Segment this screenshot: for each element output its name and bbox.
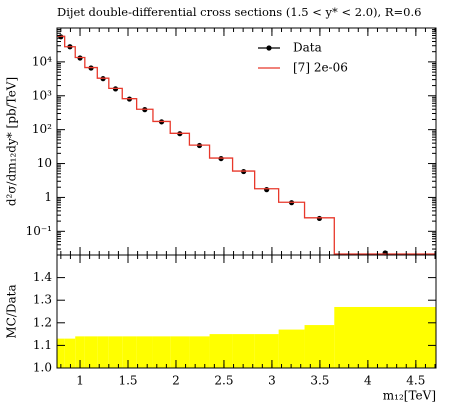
ratio-band	[189, 336, 210, 368]
ratio-band	[254, 334, 279, 368]
frame	[56, 254, 437, 369]
ratio-band	[152, 336, 171, 368]
ratio-band	[75, 336, 85, 368]
y-tick-label: 1.1	[33, 338, 52, 352]
y-tick-label: 10³	[32, 88, 52, 102]
ratio-band	[122, 336, 137, 368]
ratio-band	[232, 334, 255, 368]
y-tick-label: 10⁴	[32, 54, 52, 68]
y-tick-label: 10²	[32, 122, 52, 136]
ratio-band	[170, 336, 190, 368]
y-axis-label: MC/Data	[5, 284, 19, 338]
y-tick-label: 10	[37, 156, 52, 170]
x-tick-label: 4	[364, 374, 372, 388]
x-tick-label: 2.5	[214, 374, 233, 388]
x-tick-label: 1	[76, 374, 84, 388]
x-tick-label: 3.5	[310, 374, 329, 388]
y-tick-label: 10⁻¹	[26, 224, 52, 238]
ratio-band	[278, 329, 305, 368]
mc-line	[57, 35, 436, 255]
y-tick-label: 1	[44, 190, 52, 204]
ratio-band	[334, 306, 436, 368]
y-tick-label: 1.2	[33, 315, 52, 329]
legend-label: [7] 2e-06	[293, 61, 348, 75]
ratio-band	[136, 336, 153, 368]
legend-label: Data	[293, 41, 322, 55]
x-tick-label: 2	[172, 374, 180, 388]
legend-marker	[266, 45, 272, 51]
ratio-band	[64, 338, 76, 368]
ratio-band	[84, 336, 98, 368]
ratio-band	[209, 334, 233, 368]
y-tick-label: 1.3	[33, 293, 52, 307]
ratio-band	[97, 336, 109, 368]
x-tick-label: 1.5	[118, 374, 137, 388]
data-point	[264, 187, 270, 193]
frame	[56, 27, 437, 256]
y-axis-label: d²σ/dm₁₂dy* [pb/TeV]	[5, 77, 19, 206]
x-tick-label: 4.5	[406, 374, 425, 388]
x-axis-label: m₁₂[TeV]	[383, 389, 436, 403]
x-tick-label: 3	[268, 374, 276, 388]
ratio-band	[108, 336, 123, 368]
ratio-band	[57, 338, 65, 368]
y-tick-label: 1.4	[33, 270, 52, 284]
y-tick-label: 1.0	[33, 361, 52, 375]
chart-title: Dijet double-differential cross sections…	[57, 5, 421, 19]
